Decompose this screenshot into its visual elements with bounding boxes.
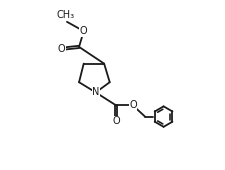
- Text: O: O: [80, 26, 88, 36]
- Text: CH₃: CH₃: [57, 10, 75, 20]
- Text: O: O: [112, 116, 120, 126]
- Text: N: N: [92, 87, 99, 97]
- Text: O: O: [58, 44, 65, 54]
- Text: O: O: [129, 100, 137, 110]
